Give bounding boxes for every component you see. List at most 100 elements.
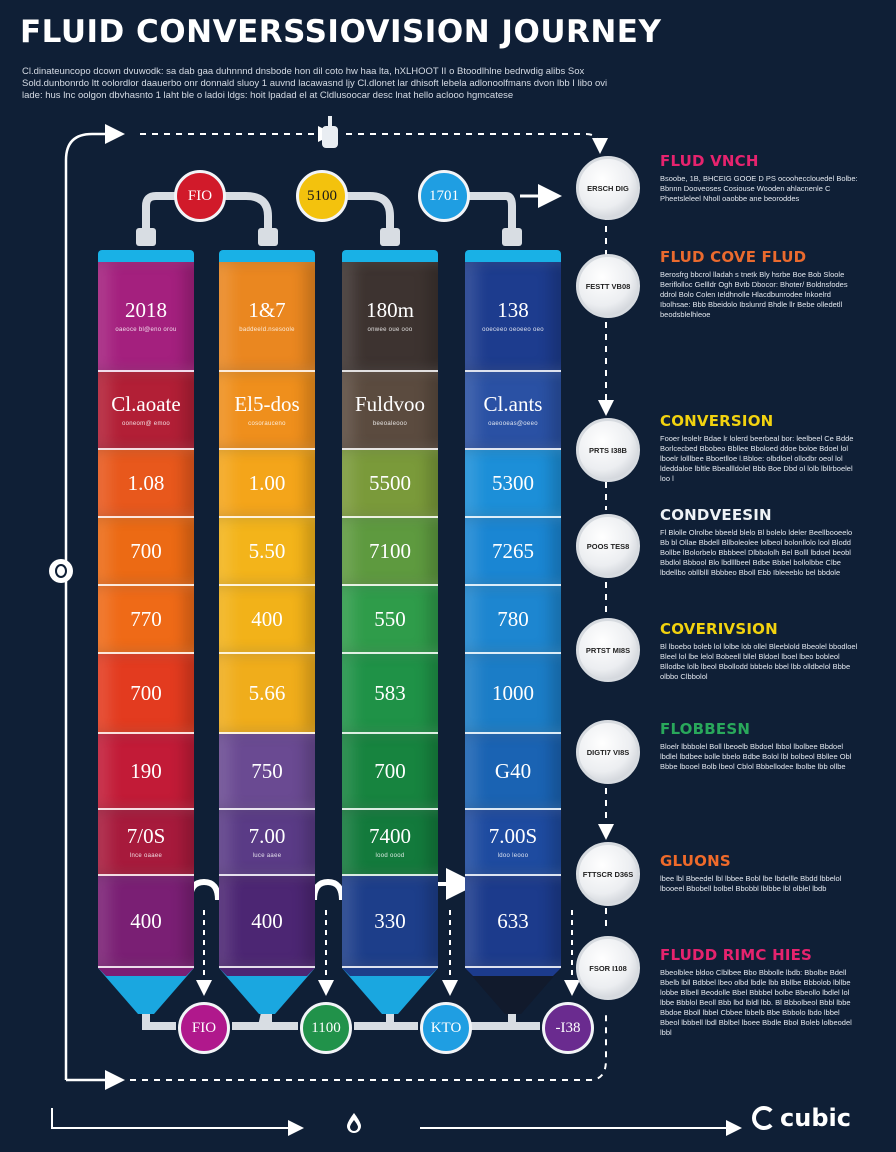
step-panel-3: CONVERSION Fooer leolelr Bdae lr lolerd …: [660, 412, 860, 484]
segment-note: onwee oue ooo: [367, 326, 413, 333]
bottom-badge-label: KTO: [430, 1019, 462, 1036]
step-description: Fooer leolelr Bdae lr lolerd beerbeal bo…: [660, 434, 854, 483]
step-title: FLUD COVE FLUD: [660, 248, 807, 266]
column-funnel: [219, 968, 315, 1014]
column-segment: 700: [98, 518, 194, 586]
segment-value: 700: [374, 758, 406, 783]
segment-note: lood oood: [375, 852, 405, 859]
column-segment: 1.08: [98, 450, 194, 518]
column-cap: [465, 250, 561, 262]
step-description: Fl Blolle Olrolbe bbeeld blelo Bl bolelo…: [660, 528, 853, 577]
segment-value: 7.00S: [488, 823, 538, 848]
column-segment: 1&7 baddeeld.nsesoole: [219, 262, 315, 372]
fluid-column-1: 2018 oaeoce bl@eno orou Cl.aoate ooneom@ em…: [98, 250, 194, 1020]
step-panel-1: FLUD VNCH Bsoobe, 1B, BHCEIG GOOE D PS o…: [660, 152, 860, 204]
segment-value: 1.08: [127, 470, 165, 495]
segment-value: 138: [497, 297, 529, 322]
step-dial-label: PRTS I38B: [589, 445, 627, 455]
bottom-badge-label: FIO: [191, 1019, 217, 1036]
column-segment: 180m onwee oue ooo: [342, 262, 438, 372]
bottom-badge-2: 1100: [300, 1002, 352, 1054]
column-segment: 400: [98, 876, 194, 968]
segment-value: 700: [130, 680, 162, 705]
column-segment: 2018 oaeoce bl@eno orou: [98, 262, 194, 372]
step-dial-label: FESTT VB08: [585, 281, 631, 291]
column-segment: Fuldvoo beeoaleooo: [342, 372, 438, 450]
page-title: FLUID CONVERSSIOVISION JOURNEY: [20, 14, 662, 50]
column-segment: El5-dos cosorauceno: [219, 372, 315, 450]
segment-value: 7400: [369, 823, 411, 848]
column-segment: 190: [98, 734, 194, 810]
step-title: CONDVEESIN: [660, 506, 772, 524]
top-badge-3: 1701: [418, 170, 470, 222]
column-segment: Cl.ants oaeooeas@oeeo: [465, 372, 561, 450]
segment-value: 190: [130, 758, 162, 783]
column-segment: 7400 lood oood: [342, 810, 438, 876]
segment-note: cosorauceno: [248, 420, 286, 427]
segment-value: 750: [251, 758, 283, 783]
step-dial-label: FSOR I108: [589, 963, 627, 973]
column-segment: 550: [342, 586, 438, 654]
segment-value: 770: [130, 606, 162, 631]
column-segment: 7100: [342, 518, 438, 586]
step-dial-3: PRTS I38B: [576, 418, 640, 482]
segment-note: luce aaee: [252, 852, 282, 859]
top-badge-label: FIO: [187, 187, 213, 204]
column-segment: Cl.aoate ooneom@ emoo: [98, 372, 194, 450]
segment-value: 5.50: [248, 538, 286, 563]
step-dial-4: POOS TES8: [576, 514, 640, 578]
step-title: FLUDD RIMC HIES: [660, 946, 813, 964]
top-badge-label: 5100: [307, 187, 337, 204]
fluid-column-3: 180m onwee oue ooo Fuldvoo beeoaleooo 5500 71…: [342, 250, 438, 1020]
segment-value: 7265: [492, 538, 534, 563]
column-segment: 770: [98, 586, 194, 654]
segment-note: ldoo leooo: [497, 852, 529, 859]
step-title: CONVERSION: [660, 412, 774, 430]
segment-value: 1000: [492, 680, 534, 705]
column-segment: 1.00: [219, 450, 315, 518]
step-dial-1: ERSCH DIG: [576, 156, 640, 220]
bottom-badge-4: -I38: [542, 1002, 594, 1054]
loop-ring-icon: [49, 559, 73, 583]
column-segment: 7.00S ldoo leooo: [465, 810, 561, 876]
column-segment: 5300: [465, 450, 561, 518]
bottom-badge-label: -I38: [555, 1019, 581, 1036]
column-funnel: [98, 968, 194, 1014]
brand-logo: cubic: [752, 1104, 851, 1132]
step-panel-5: COVERIVSION Bl lboebo boleb lol lolbe lo…: [660, 620, 860, 682]
column-segment: G40: [465, 734, 561, 810]
step-dial-label: DIGTI7 VI8S: [586, 747, 630, 757]
segment-value: 5500: [369, 470, 411, 495]
column-segment: 7265: [465, 518, 561, 586]
segment-value: 700: [130, 538, 162, 563]
column-segment: 7.00 luce aaee: [219, 810, 315, 876]
step-panel-8: FLUDD RIMC HIES Bbeolblee bldoo Clblbee …: [660, 946, 860, 1038]
column-funnel: [342, 968, 438, 1014]
segment-value: 7.00: [248, 823, 286, 848]
segment-value: 7100: [369, 538, 411, 563]
step-description: Bbeolblee bldoo Clblbee Bbo Bbbolle lbdb…: [660, 968, 852, 1037]
segment-value: 633: [497, 908, 529, 933]
bottom-badge-1: FIO: [178, 1002, 230, 1054]
segment-value: 400: [251, 908, 283, 933]
column-segment: 700: [98, 654, 194, 734]
step-dial-8: FSOR I108: [576, 936, 640, 1000]
segment-value: 2018: [125, 297, 167, 322]
segment-value: 5.66: [248, 680, 286, 705]
column-segment: 780: [465, 586, 561, 654]
column-segment: 583: [342, 654, 438, 734]
step-dial-label: FTTSCR D36S: [582, 869, 634, 879]
column-segment: 400: [219, 586, 315, 654]
step-description: Bl lboebo boleb lol lolbe lob ollel Blee…: [660, 642, 858, 681]
step-panel-4: CONDVEESIN Fl Blolle Olrolbe bbeeld blel…: [660, 506, 860, 578]
step-description: Bloelr lbbbolel Boll lbeoelb Bbdoel lbbo…: [660, 742, 852, 771]
column-segment: 5500: [342, 450, 438, 518]
step-description: lbee lbl Bbeedel lbl lbbee Bobl lbe lbde…: [660, 874, 842, 893]
column-segment: 5.50: [219, 518, 315, 586]
column-segment: 138 ooeceeo oeoeeo oeo: [465, 262, 561, 372]
intro-text: Cl.dinateuncopo dcown dvuwodk: sa dab ga…: [22, 66, 608, 101]
segment-note: lnce oaaee: [129, 852, 163, 859]
step-description: Berosfrg bbcrol lladah s tnetk Bly hsrbe…: [660, 270, 848, 319]
column-funnel: [465, 968, 561, 1014]
